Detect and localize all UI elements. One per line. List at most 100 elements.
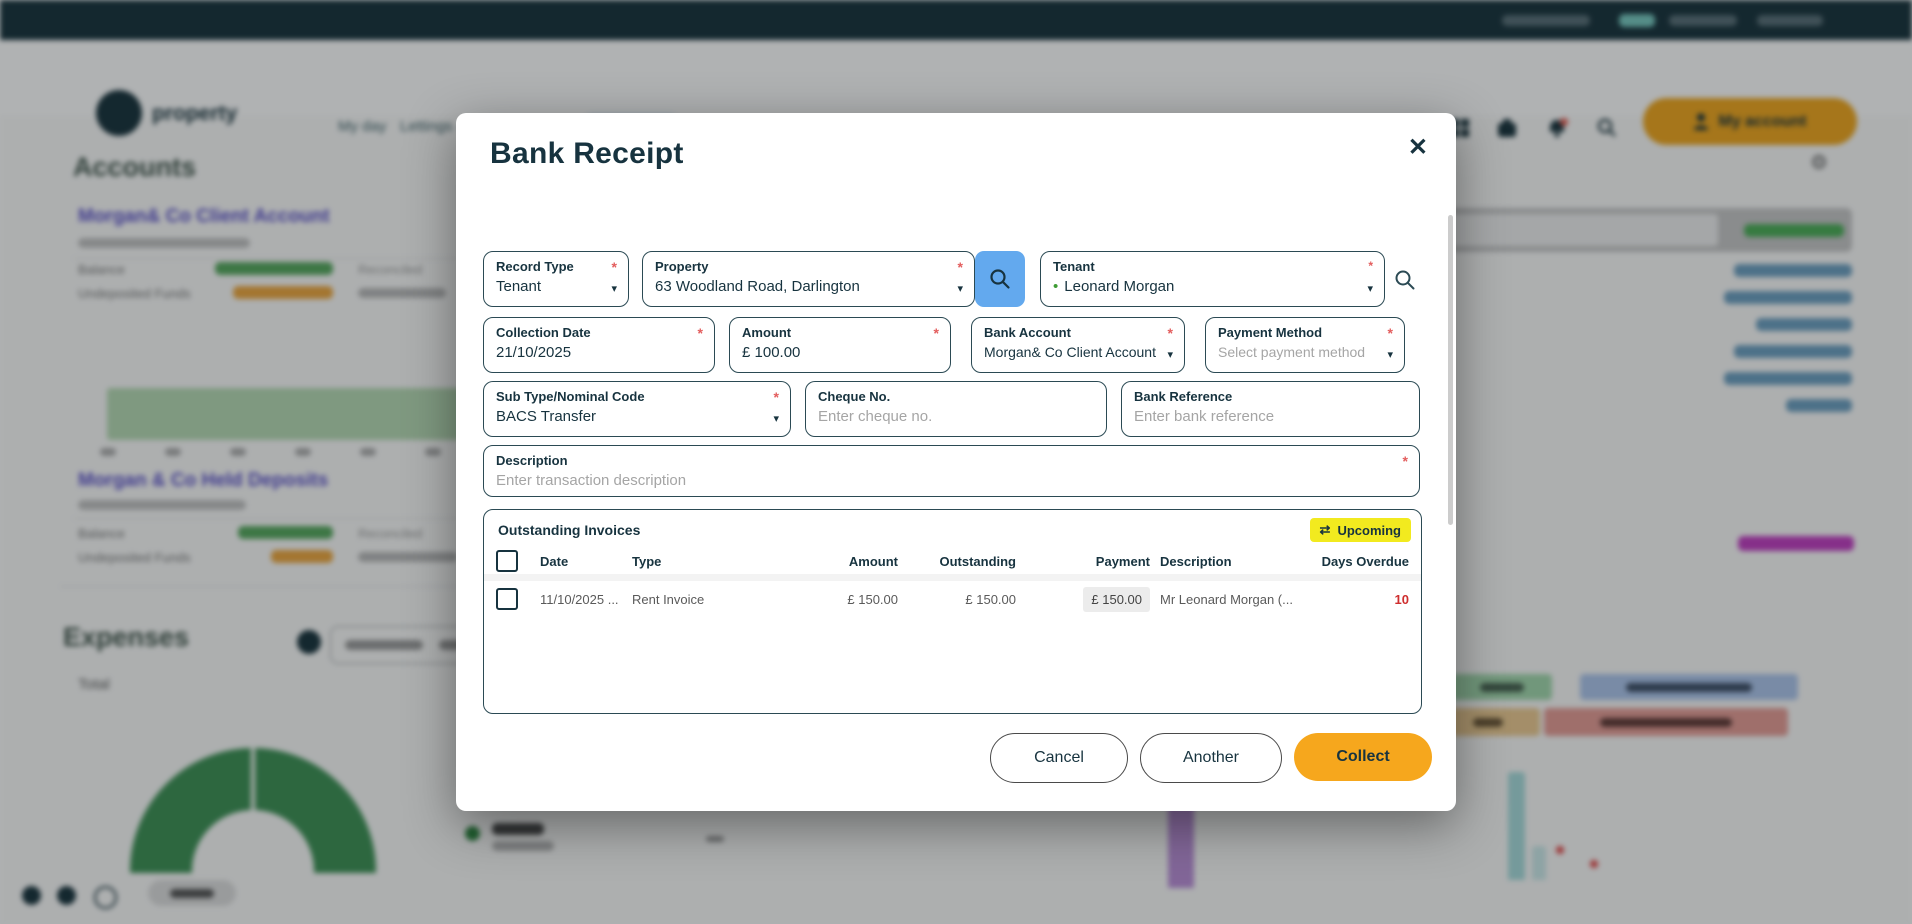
record-type-select[interactable]: Record Type Tenant * ▾	[483, 251, 629, 307]
close-icon[interactable]: ✕	[1407, 134, 1428, 161]
chevron-down-icon: ▾	[1367, 283, 1373, 295]
required-marker: *	[773, 389, 779, 405]
amount-value[interactable]	[1724, 372, 1852, 385]
amount-value[interactable]	[1734, 264, 1852, 277]
briefcase-icon[interactable]	[1497, 118, 1517, 138]
cancel-button[interactable]: Cancel	[990, 733, 1128, 783]
cheque-no-input[interactable]: Cheque No. Enter cheque no.	[805, 381, 1107, 437]
person-icon	[1694, 113, 1709, 130]
legend-chip-green[interactable]	[1452, 674, 1552, 700]
outstanding-invoices-panel: Outstanding Invoices ⇄ Upcoming Date Typ…	[483, 509, 1422, 714]
property-search-button[interactable]	[975, 251, 1025, 307]
axis-tick	[165, 448, 181, 456]
bank-receipt-modal: Bank Receipt ✕ Record Type Tenant * ▾ Pr…	[456, 113, 1456, 811]
required-marker: *	[957, 259, 963, 275]
chart-bar-purple	[1168, 798, 1194, 888]
col-type: Type	[632, 553, 662, 569]
nav-item-my-day[interactable]: My day	[338, 118, 387, 135]
utility-link[interactable]	[1757, 15, 1823, 26]
cell-days-overdue: 10	[1394, 591, 1409, 607]
collection-date-field[interactable]: Collection Date 21/10/2025 *	[483, 317, 715, 373]
invoice-row[interactable]: 11/10/2025 ... Rent Invoice £ 150.00 £ 1…	[484, 581, 1421, 617]
amount-value[interactable]	[1734, 345, 1852, 358]
brand-wordmark: property	[152, 102, 238, 125]
another-button[interactable]: Another	[1140, 733, 1282, 783]
amount-value[interactable]	[1756, 318, 1852, 331]
app-logo[interactable]	[96, 90, 142, 136]
page-title: Accounts	[73, 152, 197, 182]
utility-link[interactable]	[1669, 15, 1737, 26]
balance-label: Balance	[78, 262, 125, 277]
total-label: Total	[78, 676, 110, 693]
chevron-down-icon: ▾	[1167, 349, 1173, 361]
property-select[interactable]: Property 63 Woodland Road, Darlington * …	[642, 251, 975, 307]
payment-method-select[interactable]: Payment Method Select payment method * ▾	[1205, 317, 1405, 373]
amount-field[interactable]: Amount £ 100.00 *	[729, 317, 951, 373]
chart-bar-teal	[1532, 846, 1546, 880]
invoices-table-header: Date Type Amount Outstanding Payment Des…	[484, 548, 1421, 574]
cell-description: Mr Leonard Morgan (...	[1160, 591, 1293, 607]
footer-icon[interactable]	[57, 886, 76, 905]
undeposited-amount	[271, 550, 333, 563]
required-marker: *	[1402, 453, 1408, 469]
status-text	[358, 552, 458, 562]
chevron-down-icon: ▾	[611, 283, 617, 295]
legend-value	[492, 823, 544, 835]
balance-amount	[238, 526, 333, 539]
sub-type-select[interactable]: Sub Type/Nominal Code BACS Transfer * ▾	[483, 381, 791, 437]
table-header-divider	[484, 574, 1421, 581]
gear-icon[interactable]: ⚙	[1810, 152, 1828, 174]
info-icon[interactable]	[297, 630, 321, 654]
account-subtext	[78, 500, 246, 510]
search-icon[interactable]	[1597, 118, 1617, 138]
undeposited-label: Undeposited Funds	[78, 286, 191, 301]
status-text	[358, 288, 446, 298]
collect-button[interactable]: Collect	[1294, 733, 1432, 781]
chevron-down-icon: ▾	[1387, 349, 1393, 361]
required-marker: *	[1387, 325, 1393, 341]
upcoming-toggle[interactable]: ⇄ Upcoming	[1309, 518, 1411, 542]
chart-dot-red	[1556, 846, 1564, 854]
bell-icon[interactable]	[1547, 118, 1568, 138]
divider	[73, 258, 673, 259]
utility-link[interactable]	[1619, 14, 1655, 27]
col-amount: Amount	[848, 553, 898, 569]
modal-title: Bank Receipt	[490, 137, 684, 170]
amount-value[interactable]	[1724, 291, 1852, 304]
description-input[interactable]: Description Enter transaction descriptio…	[483, 445, 1420, 497]
payment-amount-input[interactable]: £ 150.00	[1083, 586, 1150, 612]
chart-tick	[706, 836, 724, 842]
row-checkbox[interactable]	[496, 588, 518, 610]
legend-dot	[465, 826, 480, 841]
top-utility-bar	[0, 0, 1912, 40]
cell-type: Rent Invoice	[632, 591, 705, 607]
col-date: Date	[540, 553, 569, 569]
legend-chip-red[interactable]	[1544, 708, 1788, 736]
need-help-button[interactable]	[148, 880, 236, 906]
legend-chip-blue[interactable]	[1580, 674, 1798, 700]
tenant-search-icon[interactable]	[1394, 269, 1416, 296]
required-marker: *	[611, 259, 617, 275]
held-deposits-link[interactable]: Morgan & Co Held Deposits	[78, 470, 329, 491]
help-icon[interactable]	[94, 886, 117, 909]
select-all-checkbox[interactable]	[496, 550, 518, 572]
undeposited-amount	[233, 286, 333, 299]
col-outstanding: Outstanding	[939, 553, 1016, 569]
cell-amount: £ 150.00	[847, 591, 898, 607]
reconciled-label: Reconciled	[358, 262, 423, 277]
footer-icon[interactable]	[22, 886, 41, 905]
chevron-down-icon: ▾	[773, 413, 779, 425]
modal-scrollbar[interactable]	[1448, 215, 1453, 525]
my-account-button[interactable]: My account	[1643, 98, 1857, 145]
bank-reference-input[interactable]: Bank Reference Enter bank reference	[1121, 381, 1420, 437]
tenant-select[interactable]: Tenant • Leonard Morgan * ▾	[1040, 251, 1385, 307]
bank-account-select[interactable]: Bank Account Morgan& Co Client Account *…	[971, 317, 1185, 373]
client-account-link[interactable]: Morgan& Co Client Account	[78, 206, 330, 227]
segmented-control[interactable]	[1432, 208, 1852, 252]
utility-link[interactable]	[1502, 15, 1590, 26]
amount-value[interactable]	[1786, 399, 1852, 412]
search-icon	[990, 269, 1010, 289]
col-payment: Payment	[1095, 553, 1150, 569]
required-marker: *	[697, 325, 703, 341]
col-days-overdue: Days Overdue	[1321, 553, 1409, 569]
